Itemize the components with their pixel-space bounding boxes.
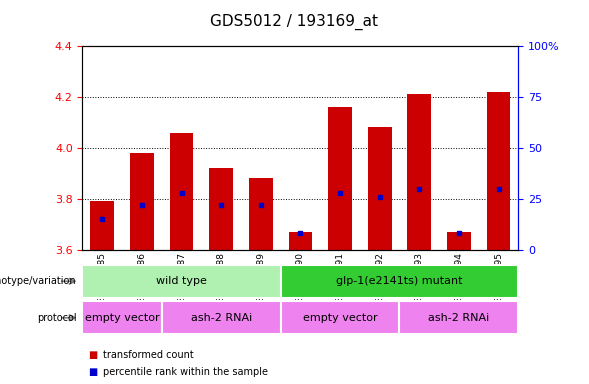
Bar (162, 301, 280, 334)
Text: wild type: wild type (156, 276, 207, 286)
Text: ash-2 RNAi: ash-2 RNAi (428, 313, 489, 323)
Bar (280, 265, 518, 298)
Bar (280, 301, 399, 334)
Bar (487, 92, 511, 250)
Bar (209, 168, 233, 250)
Text: glp-1(e2141ts) mutant: glp-1(e2141ts) mutant (336, 276, 463, 286)
Text: empty vector: empty vector (303, 313, 378, 323)
Bar (82, 301, 162, 334)
Text: percentile rank within the sample: percentile rank within the sample (103, 367, 268, 377)
Bar (399, 301, 518, 334)
Bar (408, 94, 431, 250)
Text: ■: ■ (88, 350, 98, 360)
Text: protocol: protocol (37, 313, 77, 323)
Bar (249, 179, 273, 250)
Text: ■: ■ (88, 367, 98, 377)
Text: transformed count: transformed count (103, 350, 194, 360)
Bar (170, 132, 193, 250)
Text: GDS5012 / 193169_at: GDS5012 / 193169_at (210, 13, 379, 30)
Text: ash-2 RNAi: ash-2 RNAi (190, 313, 252, 323)
Bar (90, 201, 114, 250)
Bar (447, 232, 471, 250)
Bar (328, 107, 352, 250)
Bar (130, 153, 154, 250)
Text: empty vector: empty vector (85, 313, 160, 323)
Bar (368, 127, 392, 250)
Text: genotype/variation: genotype/variation (0, 276, 77, 286)
Bar (289, 232, 312, 250)
Bar (82, 265, 280, 298)
